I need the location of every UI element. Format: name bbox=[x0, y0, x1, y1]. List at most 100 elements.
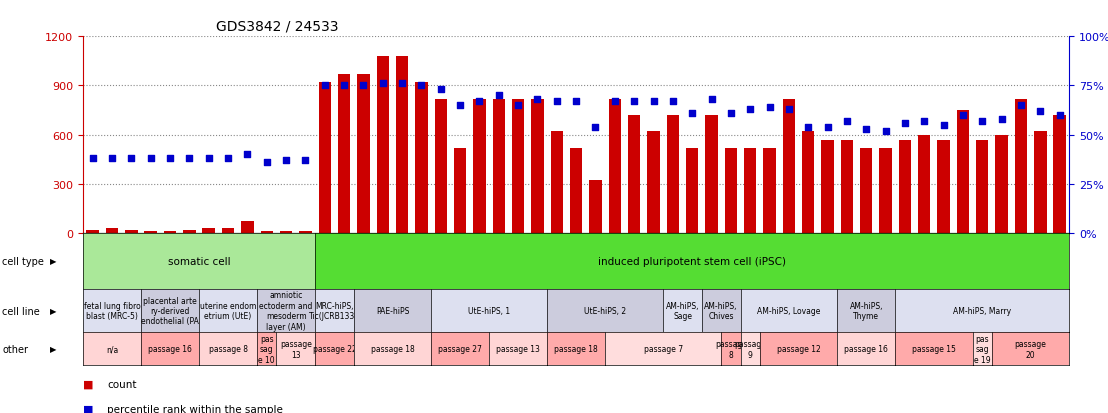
Bar bbox=[821, 140, 834, 233]
Point bbox=[838, 118, 855, 125]
Bar bbox=[357, 75, 370, 233]
Text: count: count bbox=[107, 379, 137, 389]
Text: AM-hiPS, Marry: AM-hiPS, Marry bbox=[953, 306, 1012, 315]
Bar bbox=[338, 75, 350, 233]
Point bbox=[258, 159, 276, 166]
Point bbox=[722, 110, 740, 117]
Bar bbox=[183, 230, 196, 233]
Text: passage 18: passage 18 bbox=[554, 344, 598, 354]
Text: passage 13: passage 13 bbox=[496, 344, 540, 354]
Point bbox=[103, 155, 121, 162]
Bar bbox=[608, 99, 622, 233]
Text: passage 27: passage 27 bbox=[438, 344, 482, 354]
Text: passage
9: passage 9 bbox=[735, 339, 766, 358]
Text: ▶: ▶ bbox=[50, 344, 57, 354]
Text: pas
sag
e 19: pas sag e 19 bbox=[974, 334, 991, 364]
Text: pas
sag
e 10: pas sag e 10 bbox=[258, 334, 275, 364]
Point bbox=[858, 126, 875, 133]
Bar bbox=[782, 99, 796, 233]
Text: passage
8: passage 8 bbox=[715, 339, 747, 358]
Bar bbox=[841, 140, 853, 233]
Bar bbox=[86, 231, 99, 233]
Point bbox=[432, 87, 450, 93]
Point bbox=[412, 83, 430, 90]
Bar bbox=[512, 99, 524, 233]
Bar bbox=[667, 116, 679, 233]
Point bbox=[510, 102, 527, 109]
Bar bbox=[860, 148, 872, 233]
Point bbox=[741, 107, 759, 113]
Bar bbox=[260, 232, 273, 233]
Point bbox=[1012, 102, 1029, 109]
Bar bbox=[473, 99, 485, 233]
Bar bbox=[628, 116, 640, 233]
Text: passage 16: passage 16 bbox=[844, 344, 889, 354]
Text: n/a: n/a bbox=[106, 344, 119, 354]
Point bbox=[529, 97, 546, 103]
Bar bbox=[956, 111, 970, 233]
Point bbox=[915, 118, 933, 125]
Text: AM-hiPS,
Thyme: AM-hiPS, Thyme bbox=[850, 301, 883, 320]
Point bbox=[606, 99, 624, 105]
Text: induced pluripotent stem cell (iPSC): induced pluripotent stem cell (iPSC) bbox=[598, 256, 787, 266]
Text: MRC-hiPS,
Tic(JCRB1331: MRC-hiPS, Tic(JCRB1331 bbox=[309, 301, 360, 320]
Point bbox=[799, 124, 817, 131]
Point bbox=[548, 99, 566, 105]
Point bbox=[896, 120, 914, 127]
Bar bbox=[705, 116, 718, 233]
Point bbox=[199, 155, 217, 162]
Text: passage 7: passage 7 bbox=[644, 344, 683, 354]
Text: passage 8: passage 8 bbox=[208, 344, 247, 354]
Bar bbox=[222, 228, 235, 233]
Text: cell type: cell type bbox=[2, 256, 44, 266]
Point bbox=[819, 124, 837, 131]
Point bbox=[471, 99, 489, 105]
Bar bbox=[318, 83, 331, 233]
Bar bbox=[1034, 132, 1046, 233]
Bar bbox=[743, 148, 757, 233]
Text: ■: ■ bbox=[83, 379, 93, 389]
Bar bbox=[647, 132, 659, 233]
Point bbox=[645, 99, 663, 105]
Bar bbox=[377, 57, 389, 233]
Bar bbox=[937, 140, 950, 233]
Bar bbox=[802, 132, 814, 233]
Point bbox=[238, 152, 256, 158]
Text: amniotic
ectoderm and
mesoderm
layer (AM): amniotic ectoderm and mesoderm layer (AM… bbox=[259, 291, 312, 331]
Point bbox=[123, 155, 141, 162]
Point bbox=[297, 157, 315, 164]
Text: AM-hiPS, Lovage: AM-hiPS, Lovage bbox=[757, 306, 821, 315]
Text: UtE-hiPS, 1: UtE-hiPS, 1 bbox=[468, 306, 510, 315]
Text: AM-hiPS,
Chives: AM-hiPS, Chives bbox=[705, 301, 738, 320]
Bar bbox=[493, 99, 505, 233]
Point bbox=[393, 81, 411, 88]
Point bbox=[954, 112, 972, 119]
Text: GDS3842 / 24533: GDS3842 / 24533 bbox=[216, 19, 339, 33]
Bar bbox=[531, 99, 544, 233]
Bar bbox=[299, 232, 311, 233]
Bar bbox=[1054, 116, 1066, 233]
Text: AM-hiPS,
Sage: AM-hiPS, Sage bbox=[666, 301, 699, 320]
Bar bbox=[416, 83, 428, 233]
Point bbox=[761, 104, 779, 111]
Text: passage 16: passage 16 bbox=[148, 344, 192, 354]
Point bbox=[316, 83, 334, 90]
Text: PAE-hiPS: PAE-hiPS bbox=[376, 306, 409, 315]
Point bbox=[336, 83, 353, 90]
Point bbox=[973, 118, 991, 125]
Bar bbox=[1015, 99, 1027, 233]
Point bbox=[567, 99, 585, 105]
Point bbox=[993, 116, 1010, 123]
Point bbox=[142, 155, 160, 162]
Point bbox=[490, 93, 507, 99]
Bar bbox=[164, 232, 176, 233]
Bar bbox=[686, 148, 698, 233]
Text: passage
13: passage 13 bbox=[280, 339, 311, 358]
Text: passage 18: passage 18 bbox=[370, 344, 414, 354]
Point bbox=[625, 99, 643, 105]
Point bbox=[664, 99, 681, 105]
Text: other: other bbox=[2, 344, 28, 354]
Text: passage
20: passage 20 bbox=[1015, 339, 1046, 358]
Bar bbox=[551, 132, 563, 233]
Text: cell line: cell line bbox=[2, 306, 40, 316]
